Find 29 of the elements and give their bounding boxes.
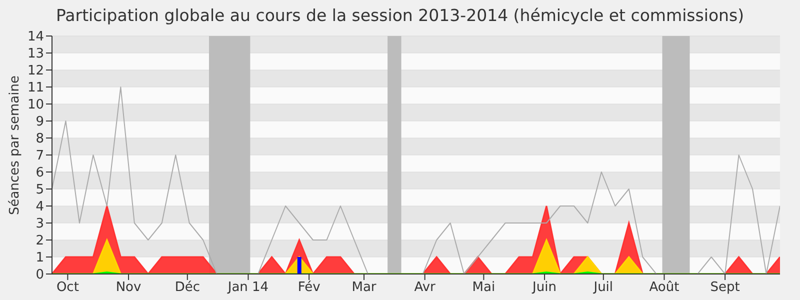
x-tick-label: Oct <box>56 280 79 296</box>
y-tick-label: 0 <box>36 268 44 283</box>
y-tick-label: 6 <box>36 166 44 181</box>
y-tick-label: 10 <box>27 98 44 113</box>
y-tick-label: 13 <box>27 46 44 62</box>
y-tick-label: 1 <box>36 250 44 266</box>
x-tick-label: Mar <box>352 280 377 296</box>
x-tick-label: Nov <box>116 280 142 296</box>
y-tick-label: 9 <box>36 114 44 130</box>
x-tick-label: Août <box>649 280 680 296</box>
x-tick-label: Déc <box>174 280 200 296</box>
chart-title: Participation globale au cours de la session 2013-2014 (hémicycle et commissions) <box>54 6 746 25</box>
y-tick-label: 11 <box>27 80 44 96</box>
y-tick-label: 7 <box>36 148 44 164</box>
y-tick-label: 14 <box>27 30 44 45</box>
x-tick-label: Avr <box>414 280 436 296</box>
y-tick-label: 8 <box>36 132 44 147</box>
y-tick-label: 2 <box>36 234 44 249</box>
x-tick-label: Jan 14 <box>226 280 269 296</box>
y-tick-label: 12 <box>27 64 44 79</box>
y-tick-label: 3 <box>36 216 44 232</box>
x-tick-label: Juil <box>592 280 614 296</box>
x-tick-label: Sept <box>710 280 740 296</box>
y-tick-label: 4 <box>36 200 44 215</box>
y-tick-label: 5 <box>36 182 44 198</box>
x-tick-label: Juin <box>532 280 556 296</box>
y-axis-title: Séances par semaine <box>8 76 23 215</box>
x-tick-label: Fév <box>298 280 321 296</box>
x-tick-label: Mai <box>472 280 496 296</box>
